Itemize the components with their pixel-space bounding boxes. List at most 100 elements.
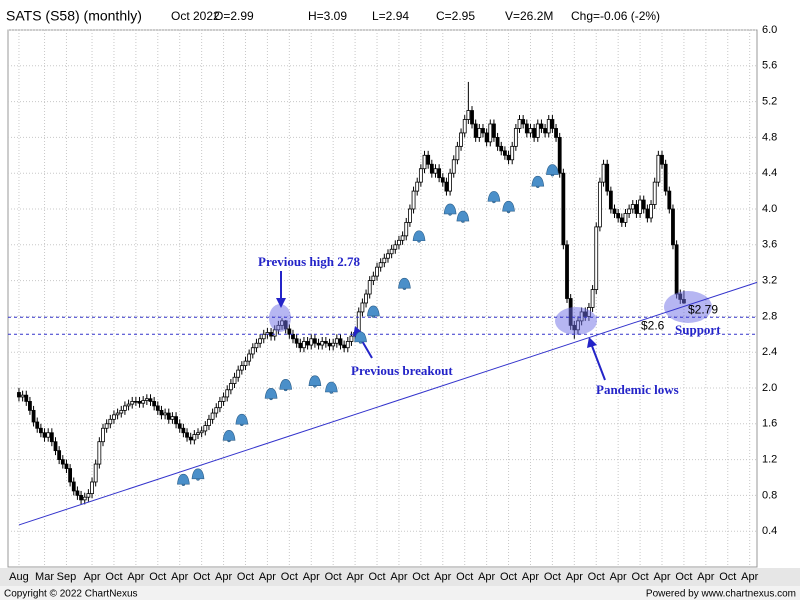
candle-body [86,493,91,498]
alert-icon [235,413,249,426]
y-tick-label: 0.8 [762,489,777,501]
alert-icon [367,305,380,318]
x-tick-label: Oct [105,571,122,583]
candle-body [130,401,135,405]
candle-body [440,177,445,183]
candle-body [495,136,500,147]
candle-body [590,289,595,308]
candle-body [470,110,474,125]
x-tick-label: Oct [281,571,298,583]
candle-body [502,150,507,156]
x-tick-label: Apr [697,571,714,583]
candle-body [53,441,58,452]
candle-body [294,338,299,344]
candle-body [345,341,350,349]
x-axis-band [0,568,800,586]
candle-body [444,181,449,192]
y-tick-label: 2.4 [762,346,777,358]
candle-body [309,338,314,346]
candle-body [126,403,131,407]
candle-body [291,333,295,340]
candle-body [641,199,646,210]
candle-body [554,128,558,138]
x-tick-label: Oct [632,571,649,583]
candle-body [97,441,102,465]
candle-body [557,136,562,174]
header-title: SATS (S58) (monthly) [6,8,142,24]
candle-body [239,365,244,371]
candle-body [218,401,222,409]
alert-icon [191,468,205,481]
candle-body [338,338,343,346]
candle-body [68,468,73,483]
candle-body [638,199,642,214]
candle-body [207,418,211,426]
candle-body [546,119,551,134]
candle-body [316,342,321,346]
alert-icon [487,191,501,204]
candle-body [437,168,442,179]
candle-body [331,342,336,347]
alert-icon [531,175,545,188]
candle-body [49,432,54,443]
header-close: C=2.95 [436,9,475,23]
candle-body [488,123,493,143]
candle-body [221,396,226,402]
header: SATS (S58) (monthly) Oct 2022 O=2.99 H=3… [6,8,660,24]
candle-body [660,154,664,165]
candle-body [426,154,431,165]
candle-body [386,253,390,259]
y-tick-label: 3.2 [762,275,777,287]
candle-body [608,190,613,210]
candle-body [287,328,292,335]
candle-body [367,280,372,295]
x-tick-label: Oct [456,571,473,583]
candle-body [185,432,189,438]
alert-icon [279,379,293,392]
x-tick-label: Aug [9,571,29,583]
header-change: Chg=-0.06 (-2%) [571,9,660,23]
x-tick-label: Oct [149,571,166,583]
reference-label: $2.6 [641,318,665,332]
arrow-head [353,326,363,337]
candle-body [521,119,526,125]
highlight [269,304,291,332]
alert-icon [546,164,559,177]
x-tick-label: Oct [237,571,254,583]
candle-body [473,123,478,138]
candle-body [24,394,29,402]
candle-body [163,412,168,416]
candle-body [323,341,328,344]
candle-body [177,423,182,429]
candle-body [400,235,405,241]
candle-body [38,427,43,434]
candle-body [188,436,193,441]
arrow-head [587,337,597,348]
x-tick-label: Apr [522,571,539,583]
alert-icon [264,387,278,400]
header-open: O=2.99 [214,9,254,23]
candle-body [203,425,208,432]
candle-body [375,266,379,277]
x-tick-label: Apr [127,571,144,583]
candle-body [429,163,434,174]
x-tick-label: Apr [215,571,232,583]
footer-band [0,586,800,600]
x-tick-label: Oct [675,571,692,583]
candle-body [484,132,489,143]
alert-icon [502,200,515,213]
candle-body [364,293,368,304]
highlight [555,307,597,335]
candle-body [612,208,617,214]
y-tick-label: 1.6 [762,418,777,430]
candle-body [232,376,237,384]
candle-body [667,190,672,210]
candle-body [334,338,339,344]
candle-body [112,414,116,420]
candle-body [144,398,149,401]
candle-body [20,394,25,398]
alert-icon [222,430,236,443]
header-low: L=2.94 [372,9,409,23]
x-tick-label: Oct [193,571,210,583]
annotation: Previous breakout [351,363,453,378]
